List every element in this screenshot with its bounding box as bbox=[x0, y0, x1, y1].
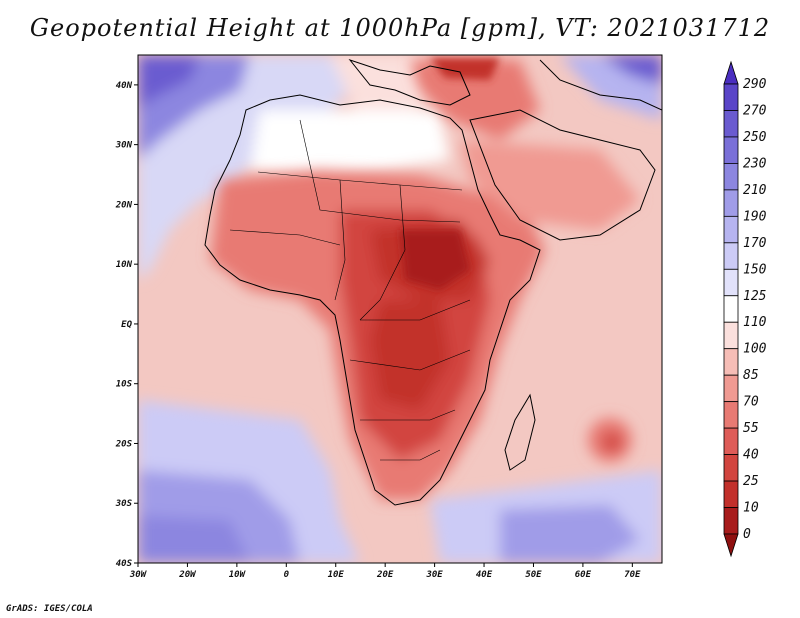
coastlines bbox=[204, 58, 662, 506]
colorbar-level-label: 70 bbox=[743, 395, 759, 410]
colorbar-bottom-triangle bbox=[723, 533, 739, 558]
x-tick-label: 30E bbox=[425, 570, 443, 580]
colorbar-band bbox=[723, 110, 739, 138]
colorbar-level-label: 250 bbox=[743, 130, 767, 145]
colorbar-band bbox=[723, 348, 739, 376]
axis-ticks: 30W 20W 10W 0 10E 20E 30E 40E 50E 60E 70E 40N 30N 20N… bbox=[115, 81, 641, 580]
x-tick-label: 0 bbox=[284, 570, 290, 580]
map-frame bbox=[137, 54, 663, 564]
x-tick-label: 10W bbox=[229, 570, 247, 580]
x-tick-label: 40E bbox=[476, 570, 493, 580]
colorbar-level-label: 10 bbox=[743, 501, 759, 516]
colorbar-level-label: 190 bbox=[743, 209, 767, 224]
colorbar-level-label: 170 bbox=[743, 236, 767, 251]
colorbar-level-label: 0 bbox=[743, 527, 751, 542]
colorbar-band bbox=[723, 480, 739, 508]
country-borders bbox=[229, 119, 471, 461]
colorbar-top-triangle bbox=[723, 60, 739, 85]
x-tick-label: 60E bbox=[575, 570, 592, 580]
colorbar-band bbox=[723, 136, 739, 164]
x-tick-label: 50E bbox=[525, 570, 542, 580]
colorbar-band bbox=[723, 268, 739, 297]
y-tick-label: 20N bbox=[115, 200, 133, 210]
colorbar-band bbox=[723, 242, 739, 270]
colorbar-level-label: 230 bbox=[743, 156, 767, 171]
colorbar-level-label: 85 bbox=[743, 368, 759, 383]
colorbar-band bbox=[723, 295, 739, 323]
x-tick-label: 20E bbox=[376, 570, 394, 580]
colorbar: 2902702502302101901701501251101008570554… bbox=[723, 60, 767, 558]
x-tick-label: 70E bbox=[624, 570, 641, 580]
map-title: Geopotential Height at 1000hPa [gpm], VT… bbox=[29, 14, 771, 42]
field-layer bbox=[138, 55, 662, 563]
colorbar-band bbox=[723, 163, 739, 191]
y-tick-label: 10N bbox=[116, 260, 133, 270]
y-tick-label: 10S bbox=[116, 380, 133, 390]
colorbar-level-label: 25 bbox=[743, 474, 759, 489]
colorbar-band bbox=[723, 454, 739, 482]
colorbar-level-label: 125 bbox=[743, 289, 767, 304]
x-tick-label: 30W bbox=[129, 570, 148, 580]
colorbar-level-label: 100 bbox=[743, 342, 767, 357]
colorbar-level-label: 270 bbox=[743, 103, 767, 118]
y-tick-label: 30N bbox=[115, 141, 133, 151]
y-tick-label: EQ bbox=[121, 320, 132, 330]
colorbar-level-label: 40 bbox=[743, 448, 759, 463]
colorbar-band bbox=[723, 374, 739, 403]
colorbar-band bbox=[723, 189, 739, 217]
credit-text: GrADS: IGES/COLA bbox=[6, 604, 93, 614]
colorbar-level-label: 210 bbox=[743, 183, 767, 198]
colorbar-band bbox=[723, 321, 739, 350]
y-tick-label: 40N bbox=[116, 81, 133, 91]
y-tick-label: 40S bbox=[116, 559, 133, 569]
x-tick-label: 20W bbox=[178, 570, 197, 580]
colorbar-level-label: 150 bbox=[743, 262, 767, 277]
colorbar-level-label: 290 bbox=[743, 77, 767, 92]
y-tick-label: 30S bbox=[115, 499, 133, 509]
colorbar-band bbox=[723, 215, 739, 244]
x-tick-label: 10E bbox=[328, 570, 345, 580]
colorbar-band bbox=[723, 507, 739, 535]
colorbar-band bbox=[723, 401, 739, 429]
y-tick-label: 20S bbox=[115, 439, 133, 449]
colorbar-level-label: 55 bbox=[743, 421, 759, 436]
colorbar-band bbox=[723, 83, 739, 111]
colorbar-level-label: 110 bbox=[743, 315, 767, 330]
colorbar-band bbox=[723, 427, 739, 455]
